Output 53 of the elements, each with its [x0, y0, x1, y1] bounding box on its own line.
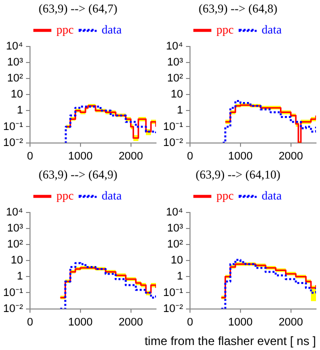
chart-title: (63,9) --> (64,9): [38, 167, 118, 182]
y-tick-label: 10²: [167, 72, 184, 85]
x-tick-label: 1000: [228, 316, 253, 328]
x-axis-title: time from the flasher event [ ns ]: [144, 334, 316, 348]
y-tick-label: 10⁴: [6, 40, 24, 52]
y-tick-label: 10⁻²: [3, 136, 24, 149]
y-tick-label: 1: [16, 104, 23, 117]
y-tick-label: 10²: [7, 72, 24, 85]
legend-label: data: [262, 22, 282, 37]
x-tick-label: 0: [26, 150, 34, 162]
x-tick-label: 1000: [228, 150, 253, 162]
y-tick-label: 10⁴: [166, 40, 184, 52]
y-tick-label: 10³: [7, 222, 24, 234]
y-tick-label: 10²: [7, 238, 24, 251]
y-tick-label: 10: [170, 254, 183, 267]
x-tick-label: 0: [186, 316, 194, 328]
y-tick-label: 10²: [167, 238, 184, 251]
chart-title: (63,9) --> (64,8): [198, 1, 278, 16]
x-tick-label: 2000: [278, 150, 304, 162]
y-tick-label: 10⁻²: [3, 302, 24, 315]
legend-label: data: [262, 188, 282, 203]
chart-title: (63,9) --> (64,7): [38, 1, 118, 16]
y-tick-label: 10⁻¹: [163, 286, 184, 299]
x-tick-label: 0: [26, 316, 34, 328]
y-tick-label: 10: [170, 88, 183, 101]
y-tick-label: 10: [10, 254, 23, 267]
x-tick-label: 2000: [118, 316, 144, 328]
legend-label: ppc: [216, 188, 234, 203]
y-tick-label: 10⁴: [166, 206, 184, 218]
legend-label: data: [102, 188, 122, 203]
y-tick-label: 10⁻¹: [163, 120, 184, 133]
x-tick-label: 2000: [118, 150, 144, 162]
y-tick-label: 10: [10, 88, 23, 101]
legend-label: data: [102, 22, 122, 37]
y-tick-label: 10³: [167, 222, 184, 234]
y-tick-label: 1: [176, 270, 183, 283]
legend-label: ppc: [56, 22, 74, 37]
x-tick-label: 2000: [278, 316, 304, 328]
y-tick-label: 10⁴: [6, 206, 24, 218]
x-tick-label: 1000: [68, 150, 93, 162]
x-tick-label: 0: [186, 150, 194, 162]
x-tick-label: 1000: [68, 316, 93, 328]
y-tick-label: 10³: [7, 56, 24, 68]
y-tick-label: 10³: [167, 56, 184, 68]
y-tick-label: 10⁻¹: [3, 286, 24, 299]
y-tick-label: 10⁻²: [163, 136, 184, 149]
y-tick-label: 1: [176, 104, 183, 117]
chart-title: (63,9) --> (64,10): [196, 167, 280, 182]
legend-label: ppc: [56, 188, 74, 203]
y-tick-label: 10⁻²: [163, 302, 184, 315]
legend-label: ppc: [216, 22, 234, 37]
y-tick-label: 10⁻¹: [3, 120, 24, 133]
y-tick-label: 1: [16, 270, 23, 283]
